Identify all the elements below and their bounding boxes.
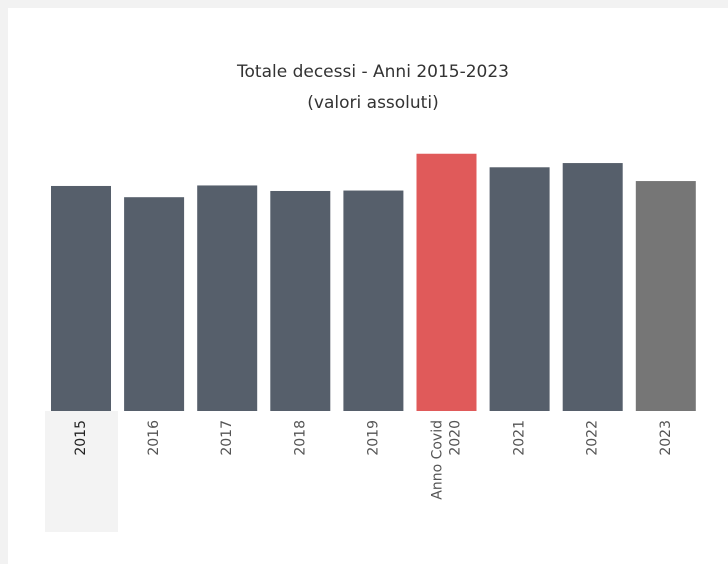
x-tick-label: Anno Covid	[430, 420, 446, 500]
chart-subtitle: (valori assoluti)	[307, 93, 438, 113]
x-tick-label: 2018	[292, 420, 308, 456]
bar	[51, 185, 111, 411]
selection-highlight	[45, 411, 118, 532]
chart-title: Totale decessi - Anni 2015-2023	[236, 62, 509, 82]
bar	[197, 185, 258, 411]
bar	[489, 167, 550, 411]
x-tick-label: 2023	[658, 420, 674, 456]
x-tick-label: 2020	[448, 420, 464, 456]
bar	[124, 197, 185, 411]
bar	[562, 163, 623, 411]
x-tick-label: 2022	[585, 420, 601, 456]
x-tick-label: 2017	[219, 420, 235, 456]
x-tick-label: 2021	[512, 420, 528, 456]
x-tick-label: 2016	[146, 420, 162, 456]
bar	[270, 190, 331, 411]
bar	[416, 153, 477, 411]
bar	[635, 181, 696, 411]
x-tick-label: 2015	[73, 420, 89, 456]
bar	[343, 190, 404, 411]
x-tick-label: 2019	[365, 420, 381, 456]
